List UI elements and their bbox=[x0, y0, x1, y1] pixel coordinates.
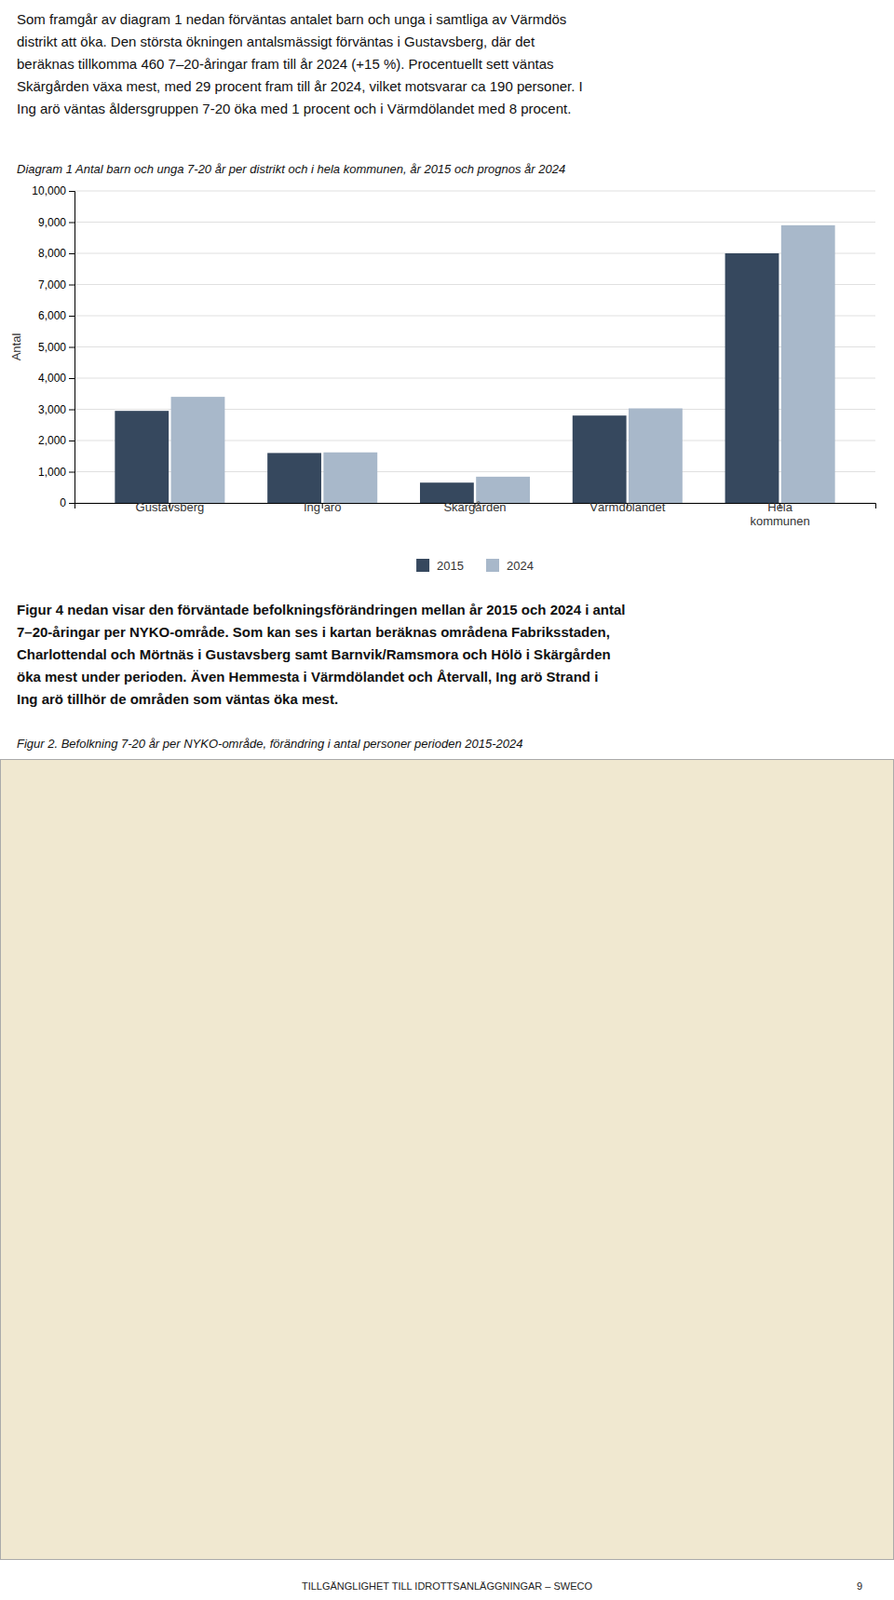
x-tick-label: Gustavsberg bbox=[135, 500, 205, 515]
legend-swatch bbox=[416, 558, 430, 572]
y-tick-label: 10,000 bbox=[31, 184, 67, 198]
text-line: Skärgården växa mest, med 29 procent fra… bbox=[16, 78, 583, 95]
text-line: Värmdölandet bbox=[589, 500, 665, 515]
y-tick-label: 4,000 bbox=[38, 371, 67, 385]
legend-label: 2024 bbox=[506, 558, 534, 573]
legend-item: 2015 bbox=[416, 558, 464, 573]
y-tick-mark bbox=[68, 472, 75, 474]
legend-label: 2015 bbox=[436, 558, 464, 573]
text-line: beräknas tillkomma 460 7–20-åringar fram… bbox=[16, 55, 555, 72]
grid bbox=[74, 190, 876, 503]
y-tick-mark bbox=[68, 222, 75, 224]
y-tick-label: 1,000 bbox=[38, 465, 67, 479]
text-line: Figur 4 nedan visar den förväntade befol… bbox=[16, 601, 626, 618]
y-tick: 0 bbox=[59, 496, 75, 510]
bar bbox=[114, 410, 169, 503]
legend: 2015 2024 bbox=[416, 558, 534, 573]
y-tick-label: 5,000 bbox=[38, 340, 67, 354]
y-tick-label: 3,000 bbox=[38, 403, 67, 417]
grid-line bbox=[74, 190, 876, 192]
text-line: Charlottendal och Mörtnäs i Gustavsberg … bbox=[16, 646, 611, 663]
text-line: Gustavsberg bbox=[135, 500, 205, 515]
text-line: Hela bbox=[767, 500, 794, 515]
y-tick: 8,000 bbox=[38, 246, 75, 260]
page: Som framgår av diagram 1 nedan förväntas… bbox=[0, 0, 894, 1600]
paragraph: Som framgår av diagram 1 nedan förväntas… bbox=[16, 11, 583, 117]
x-tick: Helakommunen bbox=[749, 500, 810, 529]
y-tick-mark bbox=[68, 409, 75, 411]
bar bbox=[475, 476, 530, 503]
text-line: Ing arö bbox=[303, 500, 341, 515]
y-tick: 7,000 bbox=[38, 278, 75, 292]
y-tick-label: 9,000 bbox=[38, 216, 67, 230]
x-tick-label: Helakommunen bbox=[749, 500, 810, 529]
y-tick-mark bbox=[68, 378, 75, 380]
bar-series bbox=[114, 253, 779, 503]
x-tick-label: Skärgården bbox=[443, 500, 506, 515]
y-tick: 9,000 bbox=[38, 216, 75, 230]
y-tick-label: 2,000 bbox=[38, 433, 67, 447]
text-line: Ing arö väntas åldersgruppen 7-20 öka me… bbox=[16, 100, 571, 117]
y-tick-mark bbox=[68, 253, 75, 255]
y-tick: 1,000 bbox=[38, 465, 75, 479]
x-axis: Gustavsberg Ing arö Skärgården Värmdölandet… bbox=[75, 500, 877, 529]
y-tick-mark bbox=[68, 315, 75, 317]
y-tick: 3,000 bbox=[38, 403, 75, 417]
text-line: Ing arö tillhör de områden som väntas ök… bbox=[16, 690, 339, 707]
y-tick: 2,000 bbox=[38, 433, 75, 447]
text-line: öka mest under perioden. Även Hemmesta i… bbox=[16, 668, 598, 685]
y-tick: 10,000 bbox=[31, 184, 75, 198]
y-axis: 0 1,000 2,000 3,000 4,000 5,000 6,000 7,000 8,00… bbox=[31, 184, 75, 510]
y-axis-title: Antal bbox=[9, 333, 24, 362]
x-tick: Skärgården bbox=[443, 500, 506, 515]
y-axis-line bbox=[68, 191, 76, 504]
text-line: kommunen bbox=[749, 514, 810, 529]
legend-item: 2024 bbox=[486, 558, 534, 573]
bars bbox=[114, 225, 835, 503]
y-tick-label: 8,000 bbox=[38, 246, 67, 260]
x-tick: Gustavsberg bbox=[135, 500, 205, 515]
text-line: distrikt att öka. Den största ökningen a… bbox=[16, 33, 536, 50]
x-tick-label: Ing arö bbox=[303, 500, 341, 515]
x-tick: Ing arö bbox=[303, 500, 341, 515]
y-tick: 4,000 bbox=[38, 371, 75, 385]
chart: 0 1,000 2,000 3,000 4,000 5,000 6,000 7,000 8,00… bbox=[9, 184, 877, 529]
paragraph: Figur 4 nedan visar den förväntade befol… bbox=[16, 601, 626, 707]
bar bbox=[725, 253, 780, 503]
y-tick: 6,000 bbox=[38, 309, 75, 323]
map-placeholder bbox=[0, 759, 894, 1560]
footer: TILLGÄNGLIGHET TILL IDROTTSANLÄGGNINGAR … bbox=[301, 1580, 594, 1592]
bar-series bbox=[171, 225, 836, 503]
figure-caption: Figur 2. Befolkning 7-20 år per NYKO-omr… bbox=[16, 736, 523, 751]
bar bbox=[781, 225, 836, 503]
legend-swatch bbox=[486, 558, 500, 572]
y-tick: 5,000 bbox=[38, 340, 75, 354]
bar bbox=[572, 415, 627, 503]
bar bbox=[267, 452, 322, 503]
bar bbox=[171, 396, 226, 503]
x-tick-label: Värmdölandet bbox=[589, 500, 665, 515]
y-tick-label: 7,000 bbox=[38, 278, 67, 292]
bar bbox=[628, 407, 683, 503]
y-tick-label: 0 bbox=[59, 496, 67, 510]
page-number: 9 bbox=[856, 1580, 863, 1592]
y-tick-mark bbox=[68, 284, 75, 286]
bar bbox=[323, 452, 378, 503]
x-tick: Värmdölandet bbox=[589, 500, 665, 515]
y-tick-mark bbox=[68, 190, 75, 192]
text-line: 7–20-åringar per NYKO-område. Som kan se… bbox=[16, 623, 610, 640]
y-tick-label: 6,000 bbox=[38, 309, 67, 323]
y-tick-mark bbox=[68, 347, 75, 349]
text-line: Som framgår av diagram 1 nedan förväntas… bbox=[16, 11, 567, 28]
y-tick-mark bbox=[68, 440, 75, 442]
text-line: Skärgården bbox=[443, 500, 506, 515]
chart-title: Diagram 1 Antal barn och unga 7-20 år pe… bbox=[16, 162, 566, 177]
y-tick-mark bbox=[68, 502, 75, 504]
grid-line bbox=[74, 221, 876, 223]
